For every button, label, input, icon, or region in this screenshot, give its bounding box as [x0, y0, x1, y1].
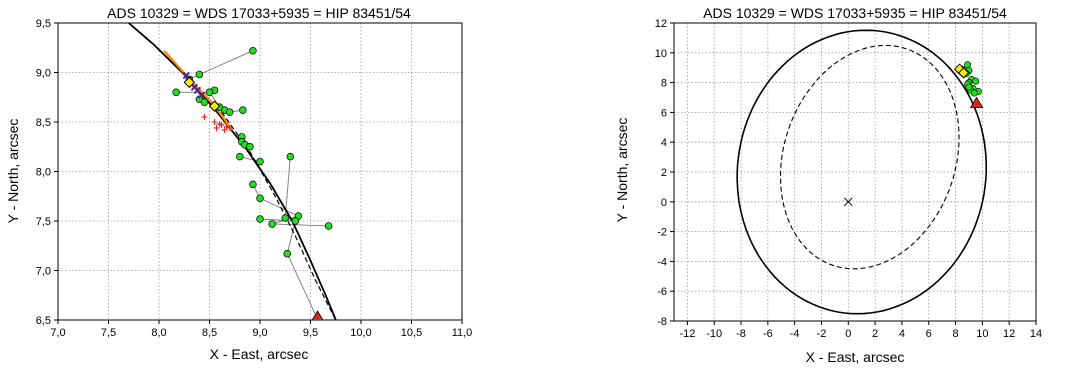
green-point — [964, 61, 972, 69]
chart-1-plot: 7,0 7,5 8,0 8,5 9,0 9,5 10,0 10,5 11,06,57,07,58… — [36, 18, 473, 339]
green-point — [256, 194, 264, 202]
x-tick-label: 4 — [899, 328, 905, 340]
x-tick-label: -10 — [706, 328, 722, 340]
chart-1-title: ADS 10329 = WDS 17033+5935 = HIP 83451/5… — [107, 5, 411, 21]
plot-frame — [673, 22, 1037, 322]
green-point — [268, 220, 276, 228]
x-tick-label: 10,0 — [350, 327, 371, 339]
primary-star-mark — [843, 197, 853, 207]
green-point — [256, 215, 264, 223]
x-tick-label: 7,0 — [50, 327, 65, 339]
red-plus-point — [218, 121, 225, 128]
red-plus-point — [211, 119, 218, 125]
orbit-ellipse-dashed — [779, 44, 960, 270]
y-tick-label: 9,5 — [36, 18, 51, 30]
y-tick-label: 8 — [661, 78, 667, 90]
green-point — [324, 222, 333, 230]
residual-link — [259, 218, 296, 222]
residual-link — [272, 223, 329, 227]
y-tick-label: 2 — [661, 167, 667, 179]
y-tick-label: 6 — [661, 107, 667, 119]
x-tick-label: 8,5 — [202, 327, 217, 339]
x-tick-label: -12 — [679, 328, 695, 340]
y-tick-label: -2 — [657, 227, 667, 239]
x-tick-label: 10,5 — [401, 327, 422, 339]
x-tick-label: 9,0 — [252, 327, 267, 339]
residual-link — [286, 253, 317, 318]
y-tick-label: 7,5 — [36, 216, 51, 228]
orbit-ellipse-solid — [736, 29, 987, 315]
y-tick-label: 7,0 — [36, 266, 51, 278]
red-plus-point — [226, 124, 233, 131]
x-tick-label: 7,5 — [101, 327, 116, 339]
y-tick-label: -4 — [657, 256, 667, 268]
y-tick-label: 8,5 — [36, 117, 51, 129]
y-tick-label: 6,5 — [36, 315, 51, 327]
green-point — [225, 108, 234, 116]
x-tick-label: 12 — [1003, 328, 1015, 340]
y-tick-label: 9,0 — [36, 68, 51, 80]
y-tick-label: -8 — [657, 316, 667, 328]
yellow-diamond — [183, 76, 196, 89]
red-plus-point — [201, 114, 208, 121]
green-point — [291, 217, 300, 225]
green-point — [970, 89, 978, 97]
chart-2-ylabel: Y - North, arcsec — [614, 118, 630, 223]
chart-2-title: ADS 10329 = WDS 17033+5935 = HIP 83451/5… — [703, 5, 1007, 21]
green-point — [249, 46, 257, 55]
x-tick-label: -4 — [790, 328, 800, 340]
green-point — [195, 70, 204, 79]
x-tick-label: 10 — [976, 328, 988, 340]
x-tick-label: 8 — [952, 328, 958, 340]
green-point — [246, 143, 254, 151]
chart-2-plot: -12 -10 -8 -6 -4 -2 0 2 4 6 8 10 12 14 -8 -6 -4 -2 0 2 4 6 8 10… — [655, 18, 1042, 340]
x-tick-label: 6 — [926, 328, 932, 340]
x-tick-label: -8 — [736, 328, 746, 340]
x-tick-label: -2 — [817, 328, 827, 340]
red-plus-point — [213, 124, 220, 131]
x-tick-label: 14 — [1030, 328, 1042, 340]
yellow-diamond — [957, 67, 970, 79]
x-tick-label: 9,5 — [303, 327, 318, 339]
x-tick-label: -6 — [763, 328, 773, 340]
x-tick-label: 0 — [845, 328, 851, 340]
red-plus-point — [221, 126, 228, 133]
green-point — [249, 180, 257, 189]
yellow-diamond — [208, 100, 221, 112]
green-point — [283, 249, 292, 258]
residual-link — [259, 197, 299, 217]
red-triangle — [311, 310, 324, 320]
green-point — [172, 88, 180, 97]
y-tick-label: 0 — [661, 197, 667, 209]
y-tick-label: -6 — [657, 286, 667, 298]
purple-mark — [197, 91, 206, 99]
y-tick-label: 8,0 — [36, 167, 51, 179]
green-point — [256, 157, 264, 166]
orange-arc — [163, 49, 233, 131]
y-tick-label: 10 — [655, 48, 667, 60]
chart-2-data — [736, 29, 987, 315]
green-point — [281, 214, 290, 222]
green-point — [205, 88, 214, 97]
green-point — [972, 77, 980, 85]
green-point — [965, 83, 973, 91]
chart-1-ylabel: Y - North, arcsec — [5, 119, 21, 224]
y-tick-label: 4 — [661, 137, 667, 149]
x-tick-label: 11,0 — [452, 327, 473, 339]
x-tick-label: 2 — [872, 328, 878, 340]
green-point — [239, 106, 247, 114]
green-point — [286, 152, 295, 161]
chart-2-xlabel: X - East, arcsec — [806, 349, 905, 365]
residual-link — [199, 50, 254, 75]
residual-link — [284, 156, 291, 219]
chart-1-xlabel: X - East, arcsec — [210, 346, 309, 362]
x-tick-label: 8,0 — [151, 327, 166, 339]
green-point — [200, 98, 209, 106]
chart-1-data — [128, 23, 337, 320]
y-tick-label: 12 — [655, 18, 667, 30]
plot-frame — [57, 22, 463, 321]
red-triangle — [969, 96, 984, 108]
green-point — [236, 152, 244, 161]
